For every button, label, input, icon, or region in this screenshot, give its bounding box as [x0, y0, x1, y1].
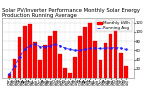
Bar [119, 53, 123, 78]
Bar [83, 27, 87, 78]
Bar [109, 34, 112, 78]
Bar [68, 73, 72, 78]
Bar [43, 45, 47, 78]
Bar [13, 59, 16, 78]
Bar [104, 43, 107, 78]
Bar [88, 23, 92, 78]
Bar [48, 36, 52, 78]
Bar [53, 31, 57, 78]
Bar [18, 37, 21, 78]
Bar [124, 66, 128, 78]
Legend: Monthly kWh, Running Avg: Monthly kWh, Running Avg [96, 20, 132, 31]
Bar [28, 24, 32, 78]
Bar [58, 54, 62, 78]
Bar [93, 41, 97, 78]
Bar [99, 60, 102, 78]
Bar [114, 30, 117, 78]
Bar [78, 36, 82, 78]
Bar [38, 60, 42, 78]
Bar [33, 42, 37, 78]
Bar [63, 68, 67, 78]
Bar [73, 57, 77, 78]
Bar [8, 74, 11, 78]
Bar [23, 26, 27, 78]
Text: Solar PV/Inverter Performance Monthly Solar Energy Production Running Average: Solar PV/Inverter Performance Monthly So… [2, 8, 140, 18]
